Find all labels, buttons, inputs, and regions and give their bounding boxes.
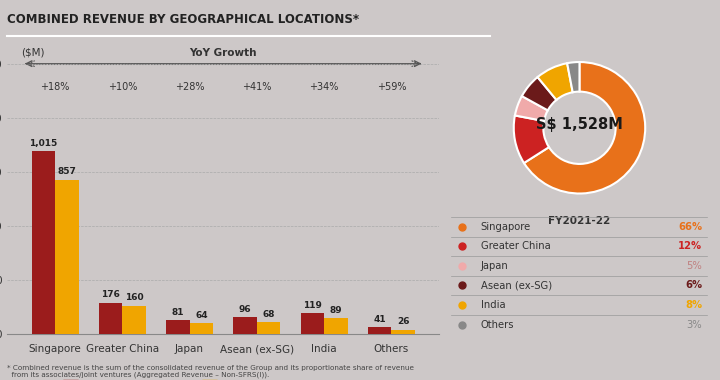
Text: 96: 96 [239,305,251,314]
Wedge shape [538,63,572,100]
Text: Singapore: Singapore [481,222,531,232]
Text: Asean (ex-SG): Asean (ex-SG) [481,280,552,290]
Text: 41: 41 [373,315,386,324]
Text: 8%: 8% [685,300,702,310]
Text: 89: 89 [330,306,342,315]
Bar [368,327,391,334]
Text: India: India [481,300,505,310]
Wedge shape [567,62,580,92]
Text: 64: 64 [195,310,207,320]
Bar [166,320,189,334]
Bar [257,322,280,334]
Text: 5%: 5% [686,261,702,271]
Text: +10%: +10% [107,82,137,92]
Bar [300,313,324,334]
Text: 26: 26 [397,317,409,326]
Text: +18%: +18% [40,82,70,92]
Bar [55,180,78,334]
Text: ($M): ($M) [22,48,45,57]
Text: COMBINED REVENUE BY GEOGRAPHICAL LOCATIONS*: COMBINED REVENUE BY GEOGRAPHICAL LOCATIO… [7,13,359,26]
Wedge shape [515,96,548,121]
Text: 68: 68 [262,310,275,319]
Text: 1,015: 1,015 [30,139,58,148]
Text: 3%: 3% [686,320,702,329]
Legend: FY2021-22: S$1,528M, FY2020-21: S$1,264M: FY2021-22: S$1,528M, FY2020-21: S$1,264M [59,375,336,380]
Text: 6%: 6% [685,280,702,290]
Text: 119: 119 [303,301,322,310]
Text: 857: 857 [58,168,76,176]
Bar [391,330,415,334]
Text: 160: 160 [125,293,143,302]
Text: Japan: Japan [481,261,508,271]
Text: 66%: 66% [678,222,702,232]
Bar [99,302,122,334]
Text: S$ 1,528M: S$ 1,528M [536,117,623,132]
Wedge shape [524,62,645,193]
Text: Greater China: Greater China [481,241,551,251]
Text: 176: 176 [101,290,120,299]
Text: Others: Others [481,320,514,329]
Bar [122,306,146,334]
Text: 81: 81 [171,307,184,317]
Text: +59%: +59% [377,82,406,92]
Text: 12%: 12% [678,241,702,251]
Text: +41%: +41% [242,82,271,92]
Text: FY2021-22: FY2021-22 [549,216,611,226]
Bar [233,317,257,334]
Wedge shape [522,77,557,110]
Text: YoY Growth: YoY Growth [189,48,257,58]
Bar [32,151,55,334]
Bar [324,318,348,334]
Wedge shape [514,116,549,163]
Text: * Combined revenue is the sum of the consolidated revenue of the Group and its p: * Combined revenue is the sum of the con… [7,364,414,378]
Text: +34%: +34% [310,82,338,92]
Text: +28%: +28% [175,82,204,92]
Bar [189,323,213,334]
